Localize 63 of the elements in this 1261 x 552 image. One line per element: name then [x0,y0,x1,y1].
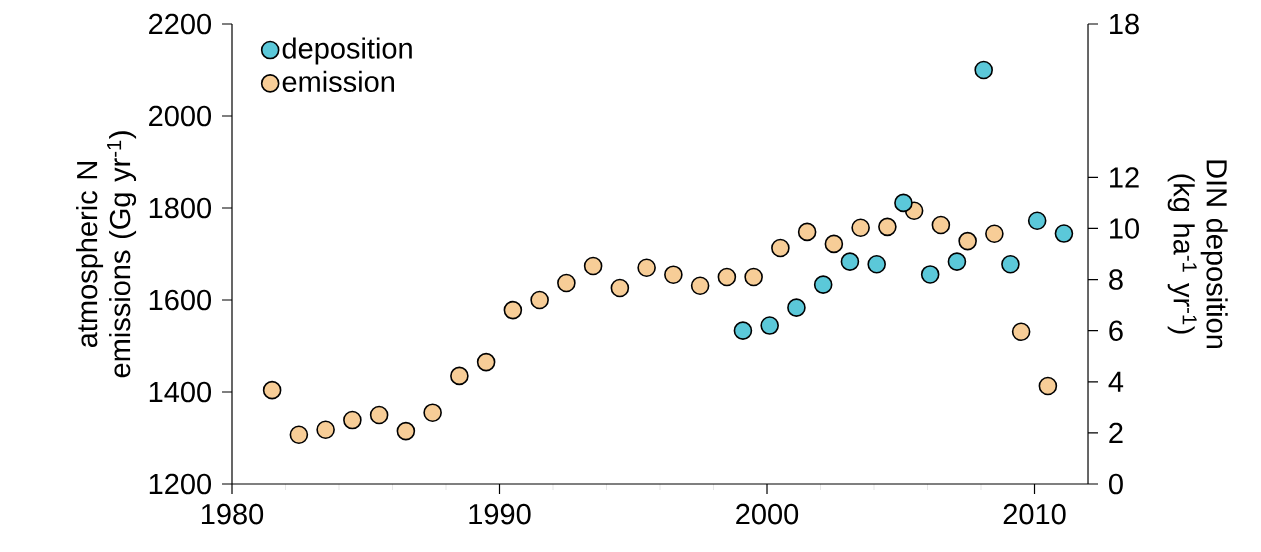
x-tick-label: 1980 [201,503,264,525]
point [610,278,630,298]
legend-label: emission [282,70,394,93]
x-tick-label: 1990 [469,503,531,525]
point [450,366,469,386]
point [1001,254,1020,274]
point [1027,211,1047,231]
y-tick-label: 1400 [149,381,211,403]
y2-tick-label: 6 [1109,320,1123,341]
point [894,193,913,213]
point [744,267,763,287]
point [717,267,737,287]
point [974,60,993,80]
point [637,258,656,278]
point [733,321,753,340]
legend-label: deposition [282,37,412,65]
point [813,275,833,294]
y2-tick-label: 8 [1109,269,1123,290]
point [1011,322,1031,342]
point [664,265,683,284]
point [369,405,389,425]
y2-tick-label: 12 [1110,167,1139,188]
x-tick-label: 2000 [736,503,799,525]
point [530,290,549,310]
point [760,316,779,335]
point [262,380,282,400]
y-axis-title: atmospheric N emissions (Gg yr$^{-1}$) [76,131,137,378]
point [423,403,442,422]
y2-tick-label: 18 [1110,13,1139,35]
y-tick-label: 1600 [149,289,211,311]
point [851,218,870,238]
y2-tick-label: 2 [1109,422,1123,444]
y-tick-label: 2000 [149,105,211,127]
y2-tick-label: 0 [1109,473,1123,495]
y-tick-label: 1800 [149,197,211,219]
y2-tick-label: 4 [1108,371,1124,392]
point [787,298,806,317]
y-tick-label: 1200 [149,473,211,495]
y2-tick-label: 10 [1110,218,1139,239]
point [931,215,951,235]
point [947,252,967,271]
point [289,425,309,445]
point [690,276,710,296]
point [797,222,817,242]
point [476,352,496,372]
point [824,234,844,254]
point [985,224,1004,244]
point [557,273,576,293]
x-tick-label: 2010 [1003,503,1066,525]
point [920,265,940,284]
point [1038,376,1058,396]
point [771,238,790,258]
point [503,300,523,320]
point [958,231,977,251]
point [1054,224,1074,243]
point [867,254,886,274]
point [583,256,603,276]
point [840,252,860,271]
point [343,410,362,430]
y-tick-label: 2200 [149,13,211,35]
point [316,420,335,440]
point [396,421,416,441]
point [878,217,897,237]
